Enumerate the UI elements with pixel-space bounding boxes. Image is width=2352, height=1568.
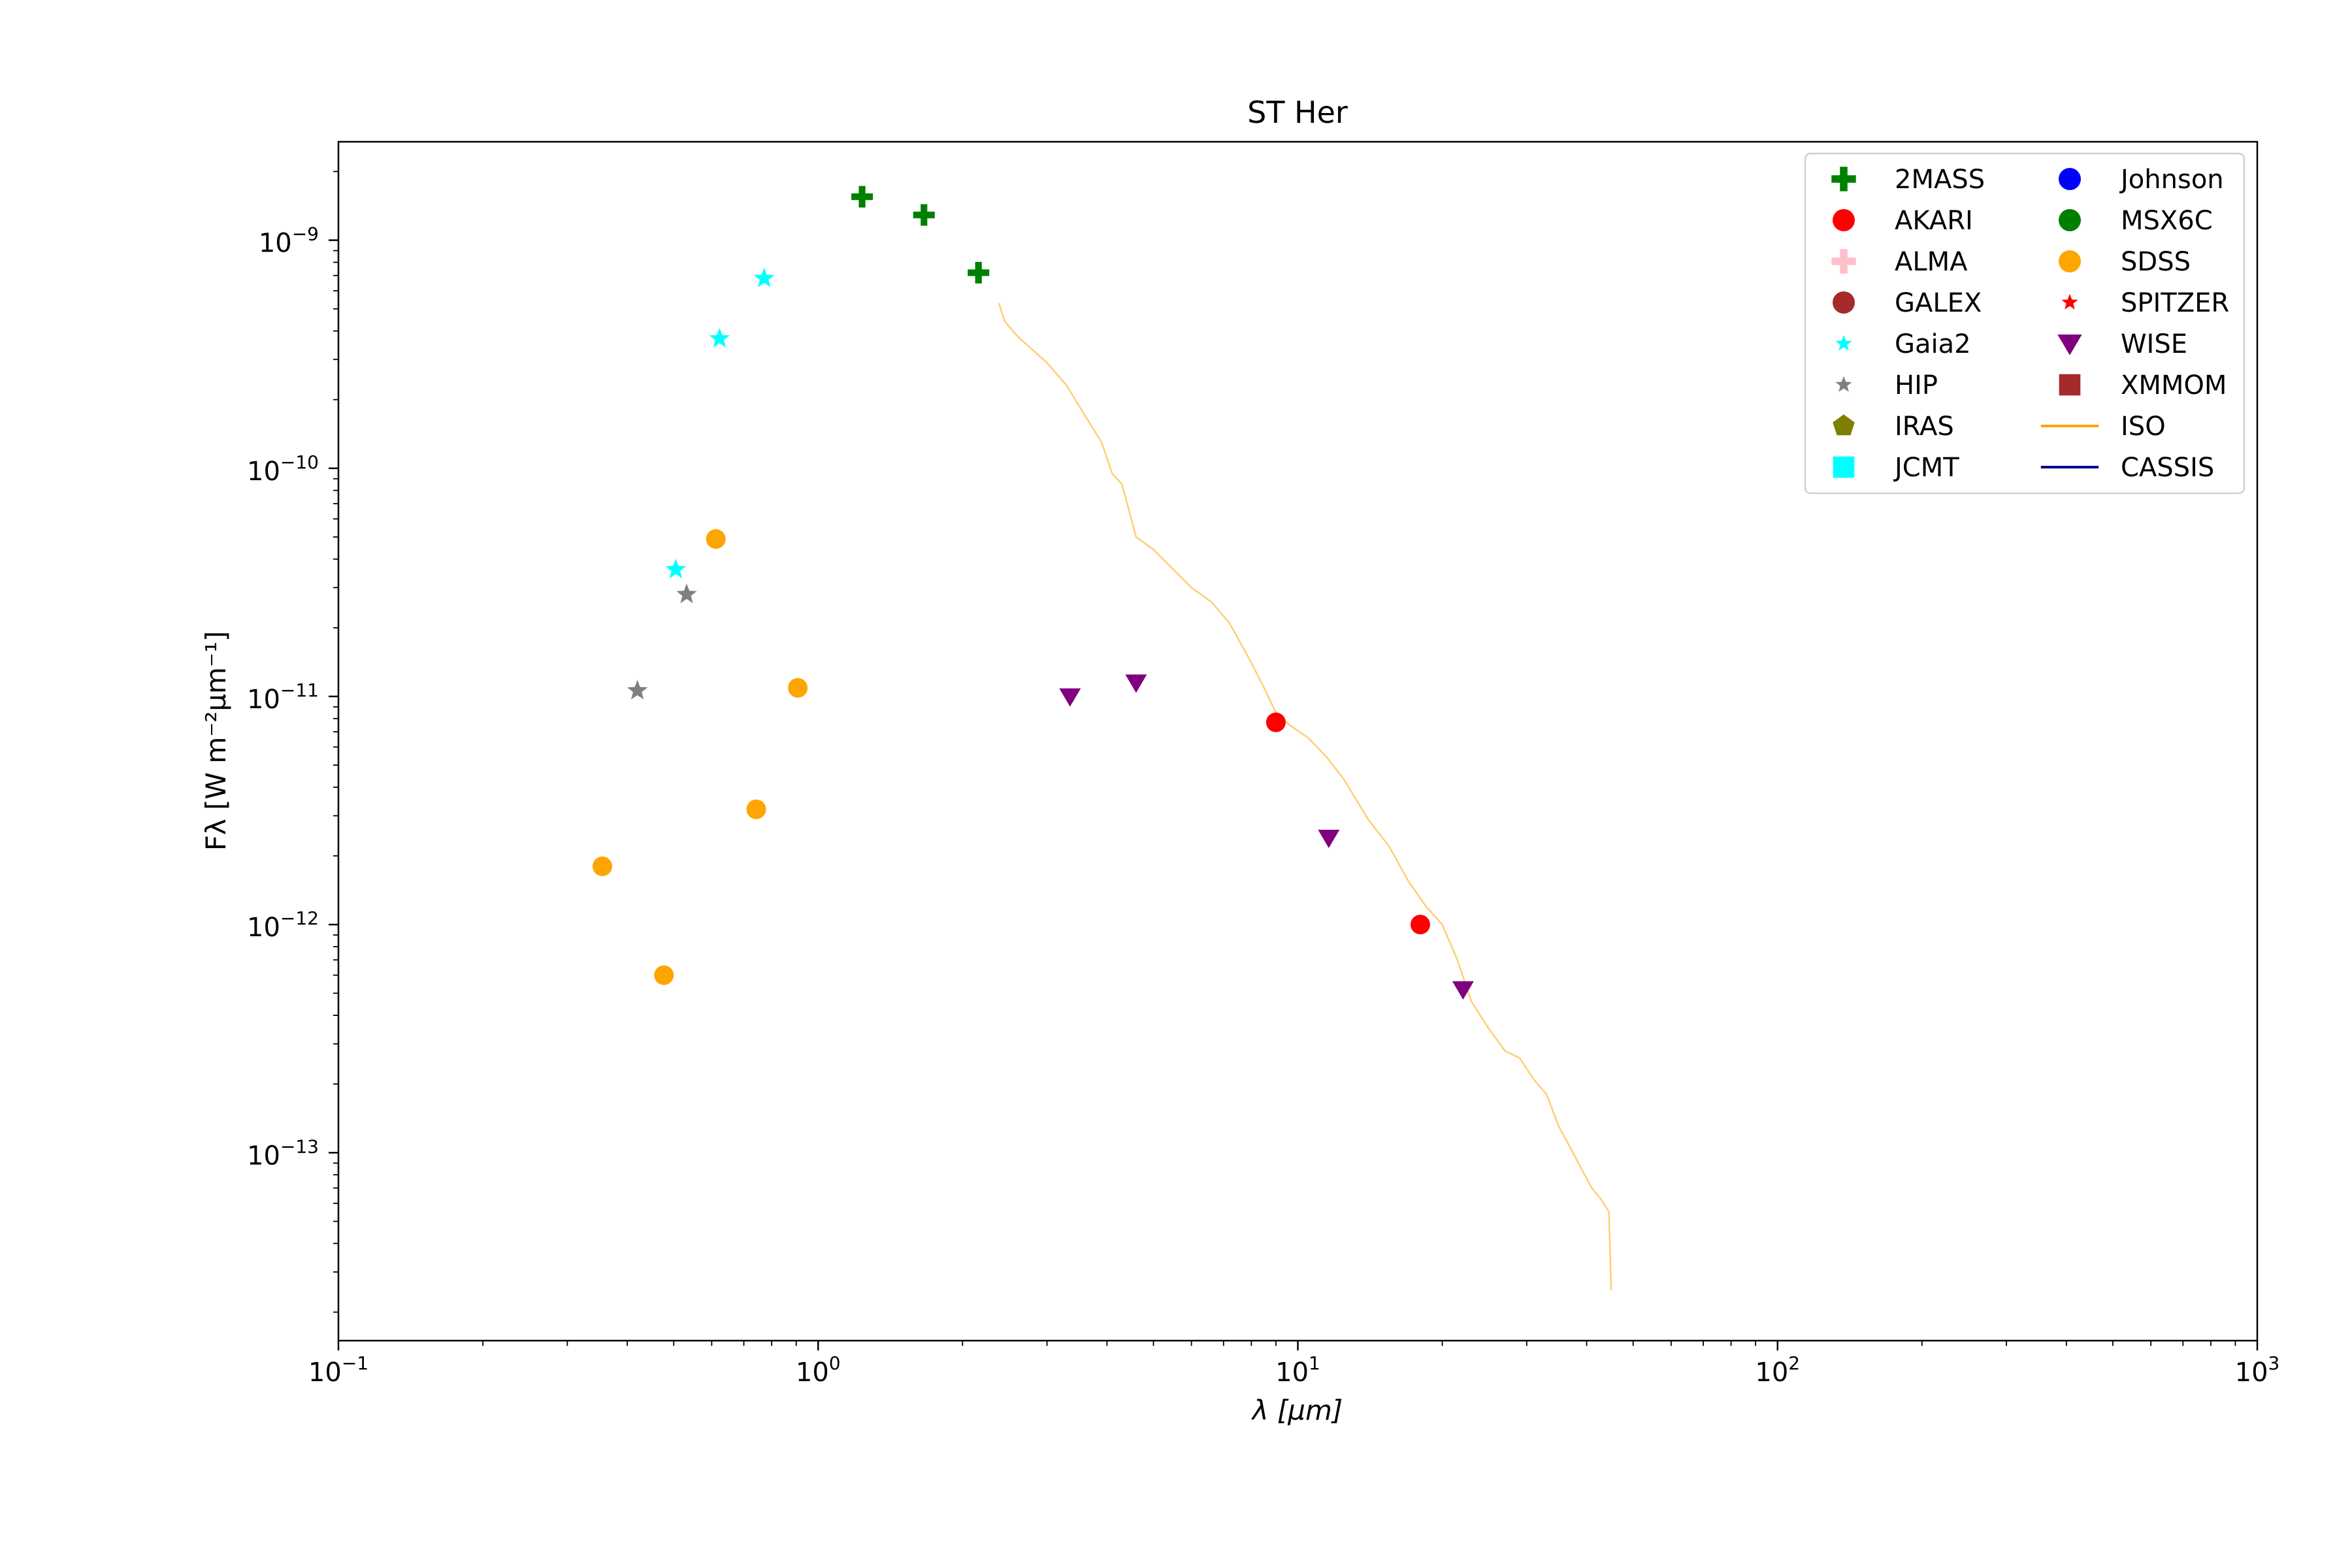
hip-point	[627, 679, 648, 700]
legend-marker-2mass	[1831, 167, 1856, 191]
gaia2-point	[665, 559, 687, 579]
sdss-point	[746, 799, 766, 819]
legend-frame	[1804, 152, 2246, 495]
sdss-point	[593, 857, 613, 877]
legend-marker-hip	[1835, 376, 1852, 392]
legend-label-johnson: Johnson	[2119, 165, 2224, 195]
legend-label-gaia2: Gaia2	[1895, 329, 1971, 359]
y-tick-label: 10−11	[247, 679, 319, 715]
y-tick-label: 10−13	[247, 1135, 319, 1171]
sdss-point	[706, 529, 726, 549]
y-axis-label: Fλ [W m⁻²μm⁻¹]	[200, 631, 232, 851]
legend-marker-galex	[1833, 291, 1855, 314]
legend-marker-akari	[1833, 209, 1855, 231]
legend-label-2mass: 2MASS	[1895, 165, 1985, 195]
iso-spectrum-layer	[998, 302, 1612, 1290]
legend: 2MASS AKARI ALMA GALEX Gaia2 HIP IRAS JCMT Johns…	[1804, 152, 2246, 495]
2mass-point	[968, 261, 990, 284]
wise-point	[1452, 981, 1474, 1000]
akari-point	[1266, 712, 1286, 732]
legend-marker-xmmom	[2059, 374, 2081, 396]
photometry-points-layer	[593, 186, 1474, 1000]
y-tick-label: 10−10	[247, 451, 319, 487]
iso-spectrum-line	[998, 302, 1612, 1290]
legend-label-cassis: CASSIS	[2121, 453, 2214, 483]
x-tick-label: 100	[796, 1352, 841, 1388]
chart-title: ST Her	[1247, 95, 1348, 130]
legend-marker-sdss	[2059, 250, 2081, 272]
legend-marker-spitzer	[2061, 293, 2078, 310]
legend-label-akari: AKARI	[1895, 206, 1973, 236]
legend-label-iras: IRAS	[1895, 412, 1954, 442]
2mass-point	[851, 186, 874, 208]
axis-ticks-layer: 10−1 100 101 102 103 10−13 10−12 10−11 10−10 10−9	[247, 171, 2280, 1388]
legend-label-iso: ISO	[2121, 412, 2166, 442]
legend-label-xmmom: XMMOM	[2121, 370, 2227, 400]
akari-point	[1410, 915, 1430, 935]
legend-marker-msx6c	[2059, 209, 2081, 231]
legend-label-alma: ALMA	[1895, 247, 1968, 277]
x-tick-label: 10−1	[308, 1352, 368, 1388]
legend-label-wise: WISE	[2121, 329, 2187, 359]
legend-marker-jcmt	[1833, 456, 1855, 478]
legend-marker-alma	[1831, 249, 1856, 274]
x-axis-label: λ [μm]	[1251, 1394, 1343, 1426]
x-tick-label: 101	[1275, 1352, 1320, 1388]
legend-marker-wise	[2057, 334, 2082, 355]
gaia2-point	[754, 267, 775, 287]
wise-point	[1125, 674, 1147, 693]
legend-marker-iras	[1833, 414, 1855, 436]
legend-label-jcmt: JCMT	[1893, 453, 1959, 483]
y-tick-label: 10−12	[247, 907, 319, 943]
y-tick-label: 10−9	[259, 223, 319, 259]
wise-point	[1059, 688, 1081, 707]
2mass-point	[913, 204, 935, 226]
gaia2-point	[709, 327, 730, 348]
legend-marker-johnson	[2059, 168, 2081, 190]
legend-label-msx6c: MSX6C	[2121, 206, 2213, 236]
legend-label-hip: HIP	[1895, 370, 1938, 400]
hip-point	[676, 583, 697, 604]
legend-label-sdss: SDSS	[2121, 247, 2191, 277]
x-tick-label: 103	[2235, 1352, 2280, 1388]
sdss-point	[788, 678, 808, 698]
legend-label-spitzer: SPITZER	[2121, 288, 2229, 318]
sdss-point	[654, 965, 674, 985]
wise-point	[1318, 830, 1340, 849]
x-tick-label: 102	[1755, 1352, 1800, 1388]
legend-label-galex: GALEX	[1895, 288, 1982, 318]
legend-marker-gaia2	[1835, 335, 1852, 351]
